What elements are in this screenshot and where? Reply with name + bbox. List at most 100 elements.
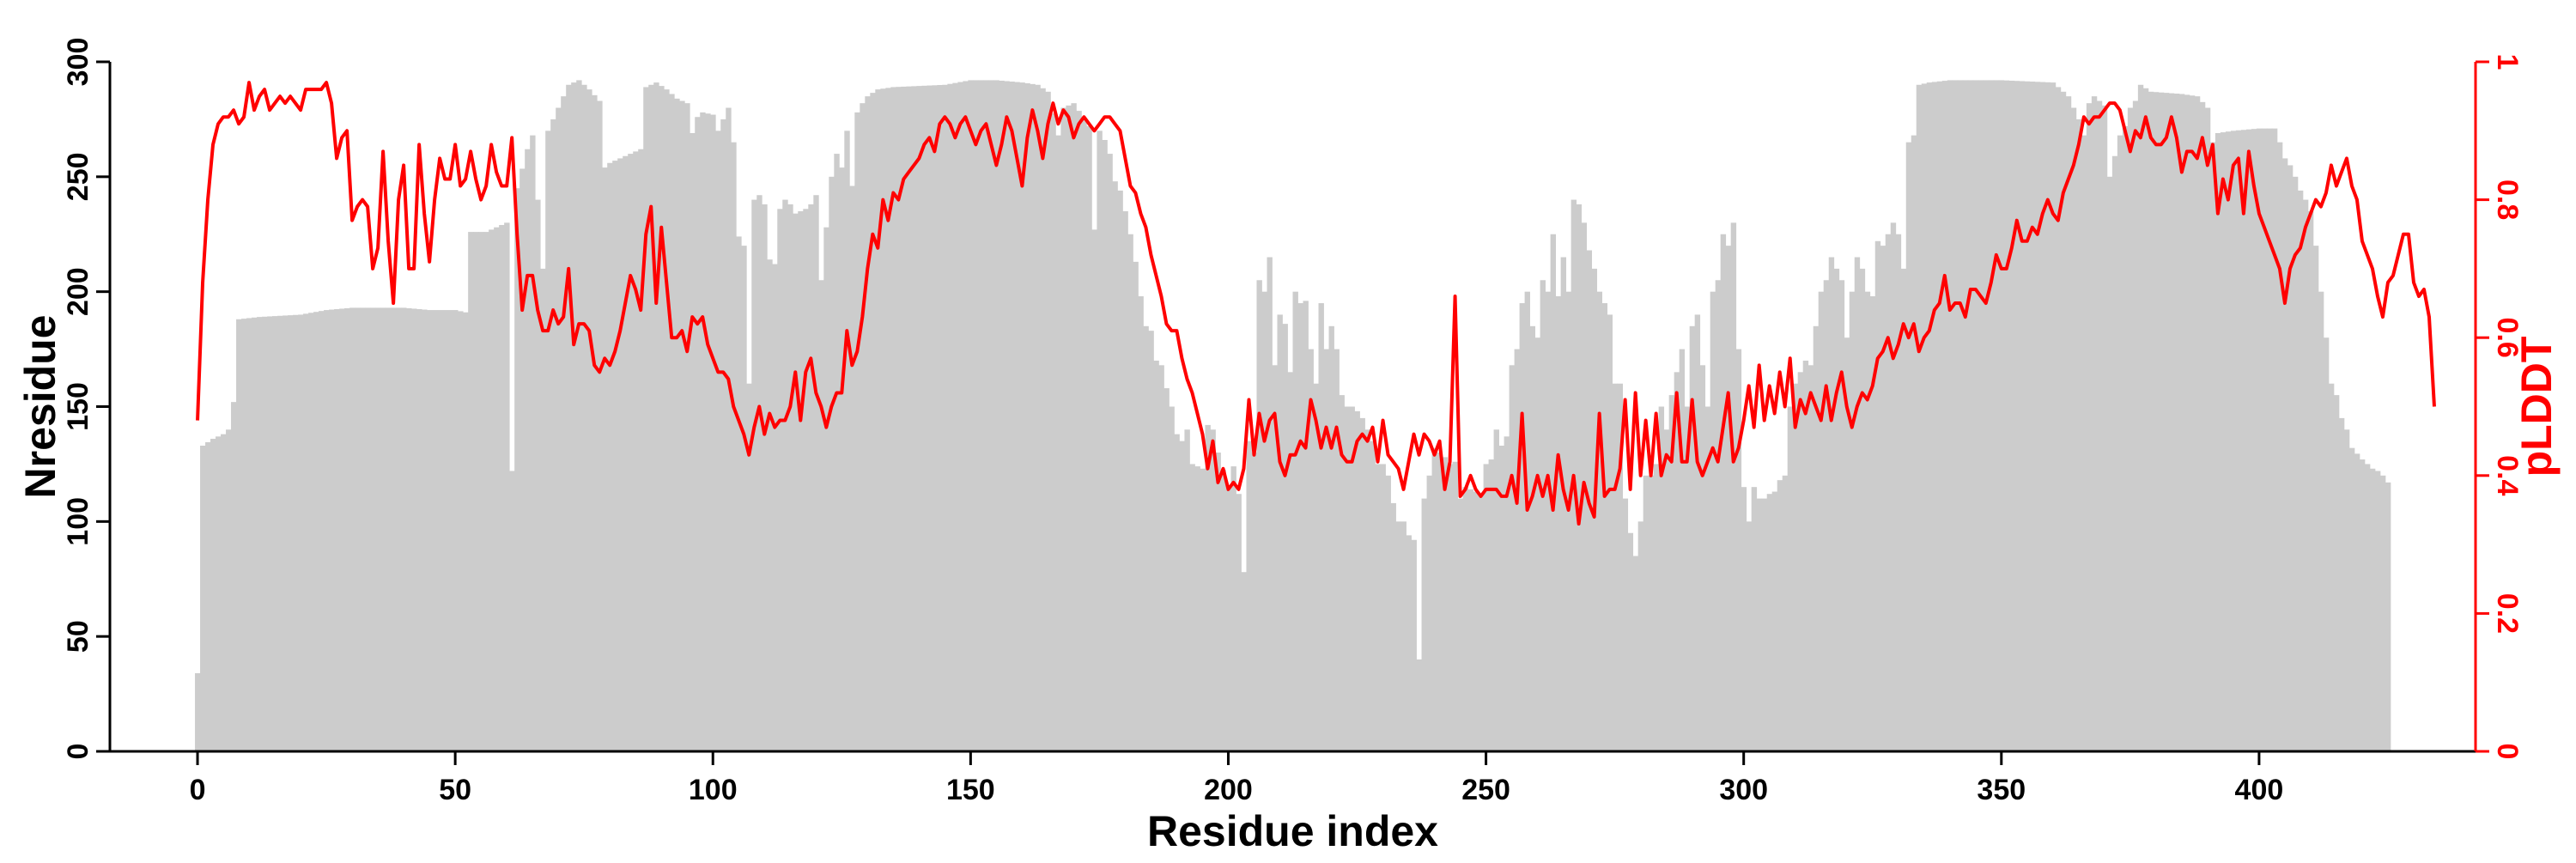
nresidue-bar: [1807, 365, 1814, 751]
nresidue-bar: [1478, 494, 1484, 751]
nresidue-bar: [2379, 475, 2386, 751]
nresidue-bar: [854, 112, 860, 751]
nresidue-bar: [2194, 96, 2201, 751]
nresidue-bar: [968, 80, 974, 751]
nresidue-bar: [365, 307, 371, 751]
nresidue-bar: [1823, 280, 1830, 751]
nresidue-bar: [463, 312, 469, 751]
nresidue-bar: [767, 259, 773, 751]
nresidue-bar: [1931, 82, 1938, 752]
x-tick-label: 0: [190, 774, 206, 806]
y-right-tick-label: 0.2: [2491, 593, 2524, 634]
nresidue-bar: [1627, 532, 1634, 751]
y-left-tick-label: 300: [62, 38, 94, 87]
nresidue-bar: [746, 383, 752, 751]
nresidue-bar: [999, 80, 1005, 751]
nresidue-bar: [592, 94, 598, 751]
nresidue-bar: [741, 246, 747, 751]
nresidue-bar: [756, 195, 762, 751]
nresidue-bar: [1225, 487, 1231, 751]
nresidue-bar: [1998, 80, 2005, 751]
nresidue-bar: [1663, 429, 1670, 751]
nresidue-bar: [1596, 291, 1603, 751]
nresidue-bar: [1828, 257, 1835, 751]
nresidue-bar: [2266, 128, 2273, 751]
nresidue-bar: [1287, 372, 1293, 751]
nresidue-bar: [1364, 429, 1370, 751]
nresidue-bar: [633, 151, 639, 751]
nresidue-bar: [1509, 365, 1515, 751]
nresidue-bar: [1344, 406, 1350, 751]
nresidue-bar: [288, 315, 294, 751]
nresidue-bar: [1210, 429, 1216, 751]
nresidue-bar: [2137, 84, 2144, 751]
nresidue-bar: [2333, 395, 2340, 751]
nresidue-bar: [257, 317, 263, 751]
nresidue-bar: [648, 84, 654, 751]
nresidue-bar: [2323, 337, 2330, 751]
nresidue-bar: [638, 149, 644, 751]
nresidue-bar: [1782, 475, 1789, 751]
y-left-tick-label: 0: [62, 744, 94, 760]
nresidue-bar: [1854, 257, 1861, 751]
nresidue-bar: [2153, 92, 2160, 752]
nresidue-bar: [2287, 165, 2293, 751]
nresidue-bar: [334, 309, 340, 751]
nresidue-bar: [957, 82, 963, 752]
nresidue-bar: [1349, 406, 1355, 751]
nresidue-bar: [319, 311, 325, 751]
nresidue-bar: [823, 227, 829, 752]
nresidue-bar: [2075, 119, 2082, 752]
nresidue-bar: [1060, 107, 1066, 751]
nresidue-bar: [1519, 303, 1525, 751]
nresidue-bar: [1462, 487, 1468, 751]
nresidue-bar: [2039, 82, 2046, 752]
nresidue-bar: [1086, 125, 1092, 751]
nresidue-bar: [1941, 81, 1948, 751]
nresidue-bar: [1833, 268, 1840, 751]
nresidue-bar: [272, 316, 278, 751]
nresidue-bar: [1771, 491, 1778, 751]
nresidue-bar: [1230, 466, 1236, 751]
nresidue-bar: [1488, 459, 1494, 751]
nresidue-bar: [1097, 131, 1103, 752]
nresidue-bar: [1411, 539, 1417, 751]
nresidue-bar: [200, 446, 206, 751]
nresidue-bar: [303, 313, 309, 751]
nresidue-bar: [1050, 113, 1056, 752]
nresidue-bar: [1143, 325, 1149, 751]
nresidue-bar: [1334, 349, 1340, 751]
nresidue-bar: [262, 316, 268, 751]
nresidue-bar: [1632, 556, 1639, 751]
nresidue-bar: [246, 318, 252, 751]
nresidue-bar: [1076, 111, 1082, 752]
y-right-tick-label: 0.6: [2491, 318, 2524, 358]
nresidue-bar: [2142, 88, 2149, 751]
nresidue-bar: [1483, 464, 1489, 751]
nresidue-bar: [602, 167, 608, 751]
nresidue-bar: [643, 87, 649, 751]
nresidue-bar: [1303, 301, 1309, 751]
nresidue-bar: [1442, 457, 1448, 751]
nresidue-bar: [519, 168, 526, 752]
nresidue-bar: [401, 307, 407, 751]
y-right-tick-label: 0.4: [2491, 455, 2524, 495]
nresidue-bar: [2307, 210, 2314, 752]
nresidue-bar: [880, 88, 886, 752]
nresidue-bar: [556, 107, 562, 751]
nresidue-bar: [283, 315, 289, 751]
nresidue-bar: [1194, 466, 1200, 751]
nresidue-bar: [2204, 107, 2211, 751]
nresidue-bar: [1112, 181, 1118, 751]
nresidue-bar: [2081, 135, 2087, 751]
nresidue-bar: [1952, 80, 1959, 751]
nresidue-bar: [447, 310, 453, 752]
nresidue-bar: [1565, 291, 1572, 751]
nresidue-bar: [793, 213, 799, 751]
nresidue-bar: [231, 402, 237, 751]
nresidue-bar: [1071, 103, 1077, 752]
nresidue-bar: [829, 176, 835, 751]
nresidue-bar: [772, 264, 778, 751]
nresidue-bar: [205, 441, 211, 751]
nresidue-bar: [1844, 337, 1850, 751]
